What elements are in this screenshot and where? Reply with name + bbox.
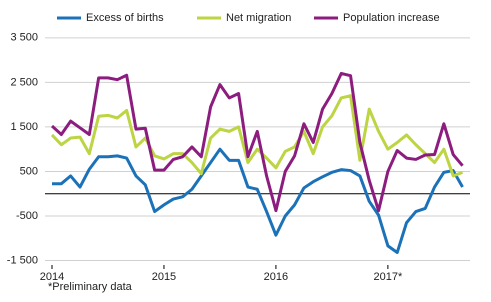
- x-tick-label: 2017*: [373, 271, 402, 283]
- series-line: [50, 94, 464, 178]
- series-line: [50, 71, 464, 213]
- x-tick-label: 2016: [264, 271, 288, 283]
- x-tick-label: 2014: [40, 271, 64, 283]
- x-tick-label: 2015: [152, 271, 176, 283]
- legend-label: Excess of births: [86, 12, 164, 24]
- legend-label: Population increase: [343, 12, 440, 24]
- y-tick-label: 2 500: [10, 76, 38, 88]
- y-tick-label: -500: [16, 210, 38, 222]
- footnote: *Preliminary data: [48, 281, 133, 293]
- y-tick-label: -1 500: [7, 254, 38, 266]
- y-tick-label: 3 500: [10, 32, 38, 44]
- legend-label: Net migration: [226, 12, 291, 24]
- y-tick-label: 1 500: [10, 121, 38, 133]
- series-line: [52, 147, 464, 255]
- y-tick-label: 500: [20, 165, 38, 177]
